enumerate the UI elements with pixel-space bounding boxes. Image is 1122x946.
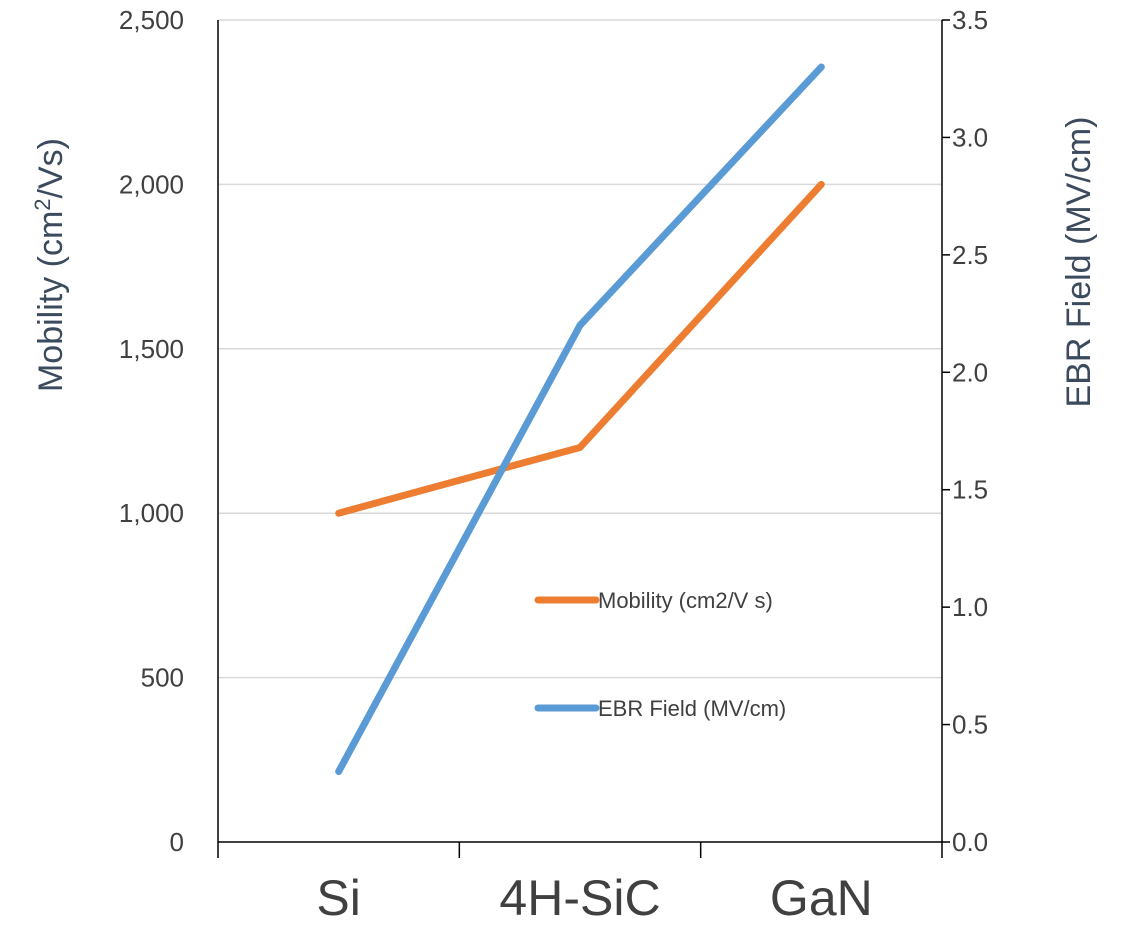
category-label: GaN bbox=[770, 870, 873, 926]
category-labels: Si 4H-SiC GaN bbox=[316, 870, 872, 926]
category-label: Si bbox=[316, 870, 360, 926]
right-tick-label: 1.5 bbox=[952, 475, 988, 505]
left-tick-label: 1,000 bbox=[119, 498, 184, 528]
left-axis-title-prefix: Mobility (cm bbox=[32, 211, 70, 392]
right-tick-labels: 0.0 0.5 1.0 1.5 2.0 2.5 3.0 3.5 bbox=[952, 5, 988, 857]
right-tick-label: 1.0 bbox=[952, 592, 988, 622]
series-line-ebr-field-mv-cm bbox=[335, 63, 825, 776]
left-axis-title-suffix: /Vs) bbox=[32, 138, 70, 198]
left-tick-label: 500 bbox=[141, 663, 184, 693]
left-tick-label: 1,500 bbox=[119, 334, 184, 364]
left-tick-label: 0 bbox=[170, 827, 184, 857]
left-tick-labels: 0 500 1,000 1,500 2,000 2,500 bbox=[119, 5, 184, 857]
legend-label: Mobility (cm2/V s) bbox=[598, 588, 773, 613]
left-axis-title-superscript: 2 bbox=[30, 198, 55, 210]
right-tick-label: 2.0 bbox=[952, 357, 988, 387]
series-line-mobility-cm2-v-s bbox=[335, 180, 825, 517]
left-tick-label: 2,000 bbox=[119, 169, 184, 199]
right-tick-label: 3.5 bbox=[952, 5, 988, 35]
right-tick-label: 3.0 bbox=[952, 122, 988, 152]
axes bbox=[217, 20, 943, 843]
legend-label: EBR Field (MV/cm) bbox=[598, 696, 786, 721]
legend: Mobility (cm2/V s) EBR Field (MV/cm) bbox=[534, 588, 786, 721]
right-axis-title: EBR Field (MV/cm) bbox=[1060, 117, 1098, 408]
right-tick-label: 2.5 bbox=[952, 240, 988, 270]
left-axis-title: Mobility (cm2/Vs) bbox=[30, 138, 70, 392]
tick-marks bbox=[217, 19, 950, 858]
right-tick-label: 0.0 bbox=[952, 827, 988, 857]
gridlines bbox=[218, 19, 942, 679]
series-lines bbox=[335, 63, 825, 776]
left-tick-label: 2,500 bbox=[119, 5, 184, 35]
right-tick-label: 0.5 bbox=[952, 710, 988, 740]
category-label: 4H-SiC bbox=[499, 870, 660, 926]
